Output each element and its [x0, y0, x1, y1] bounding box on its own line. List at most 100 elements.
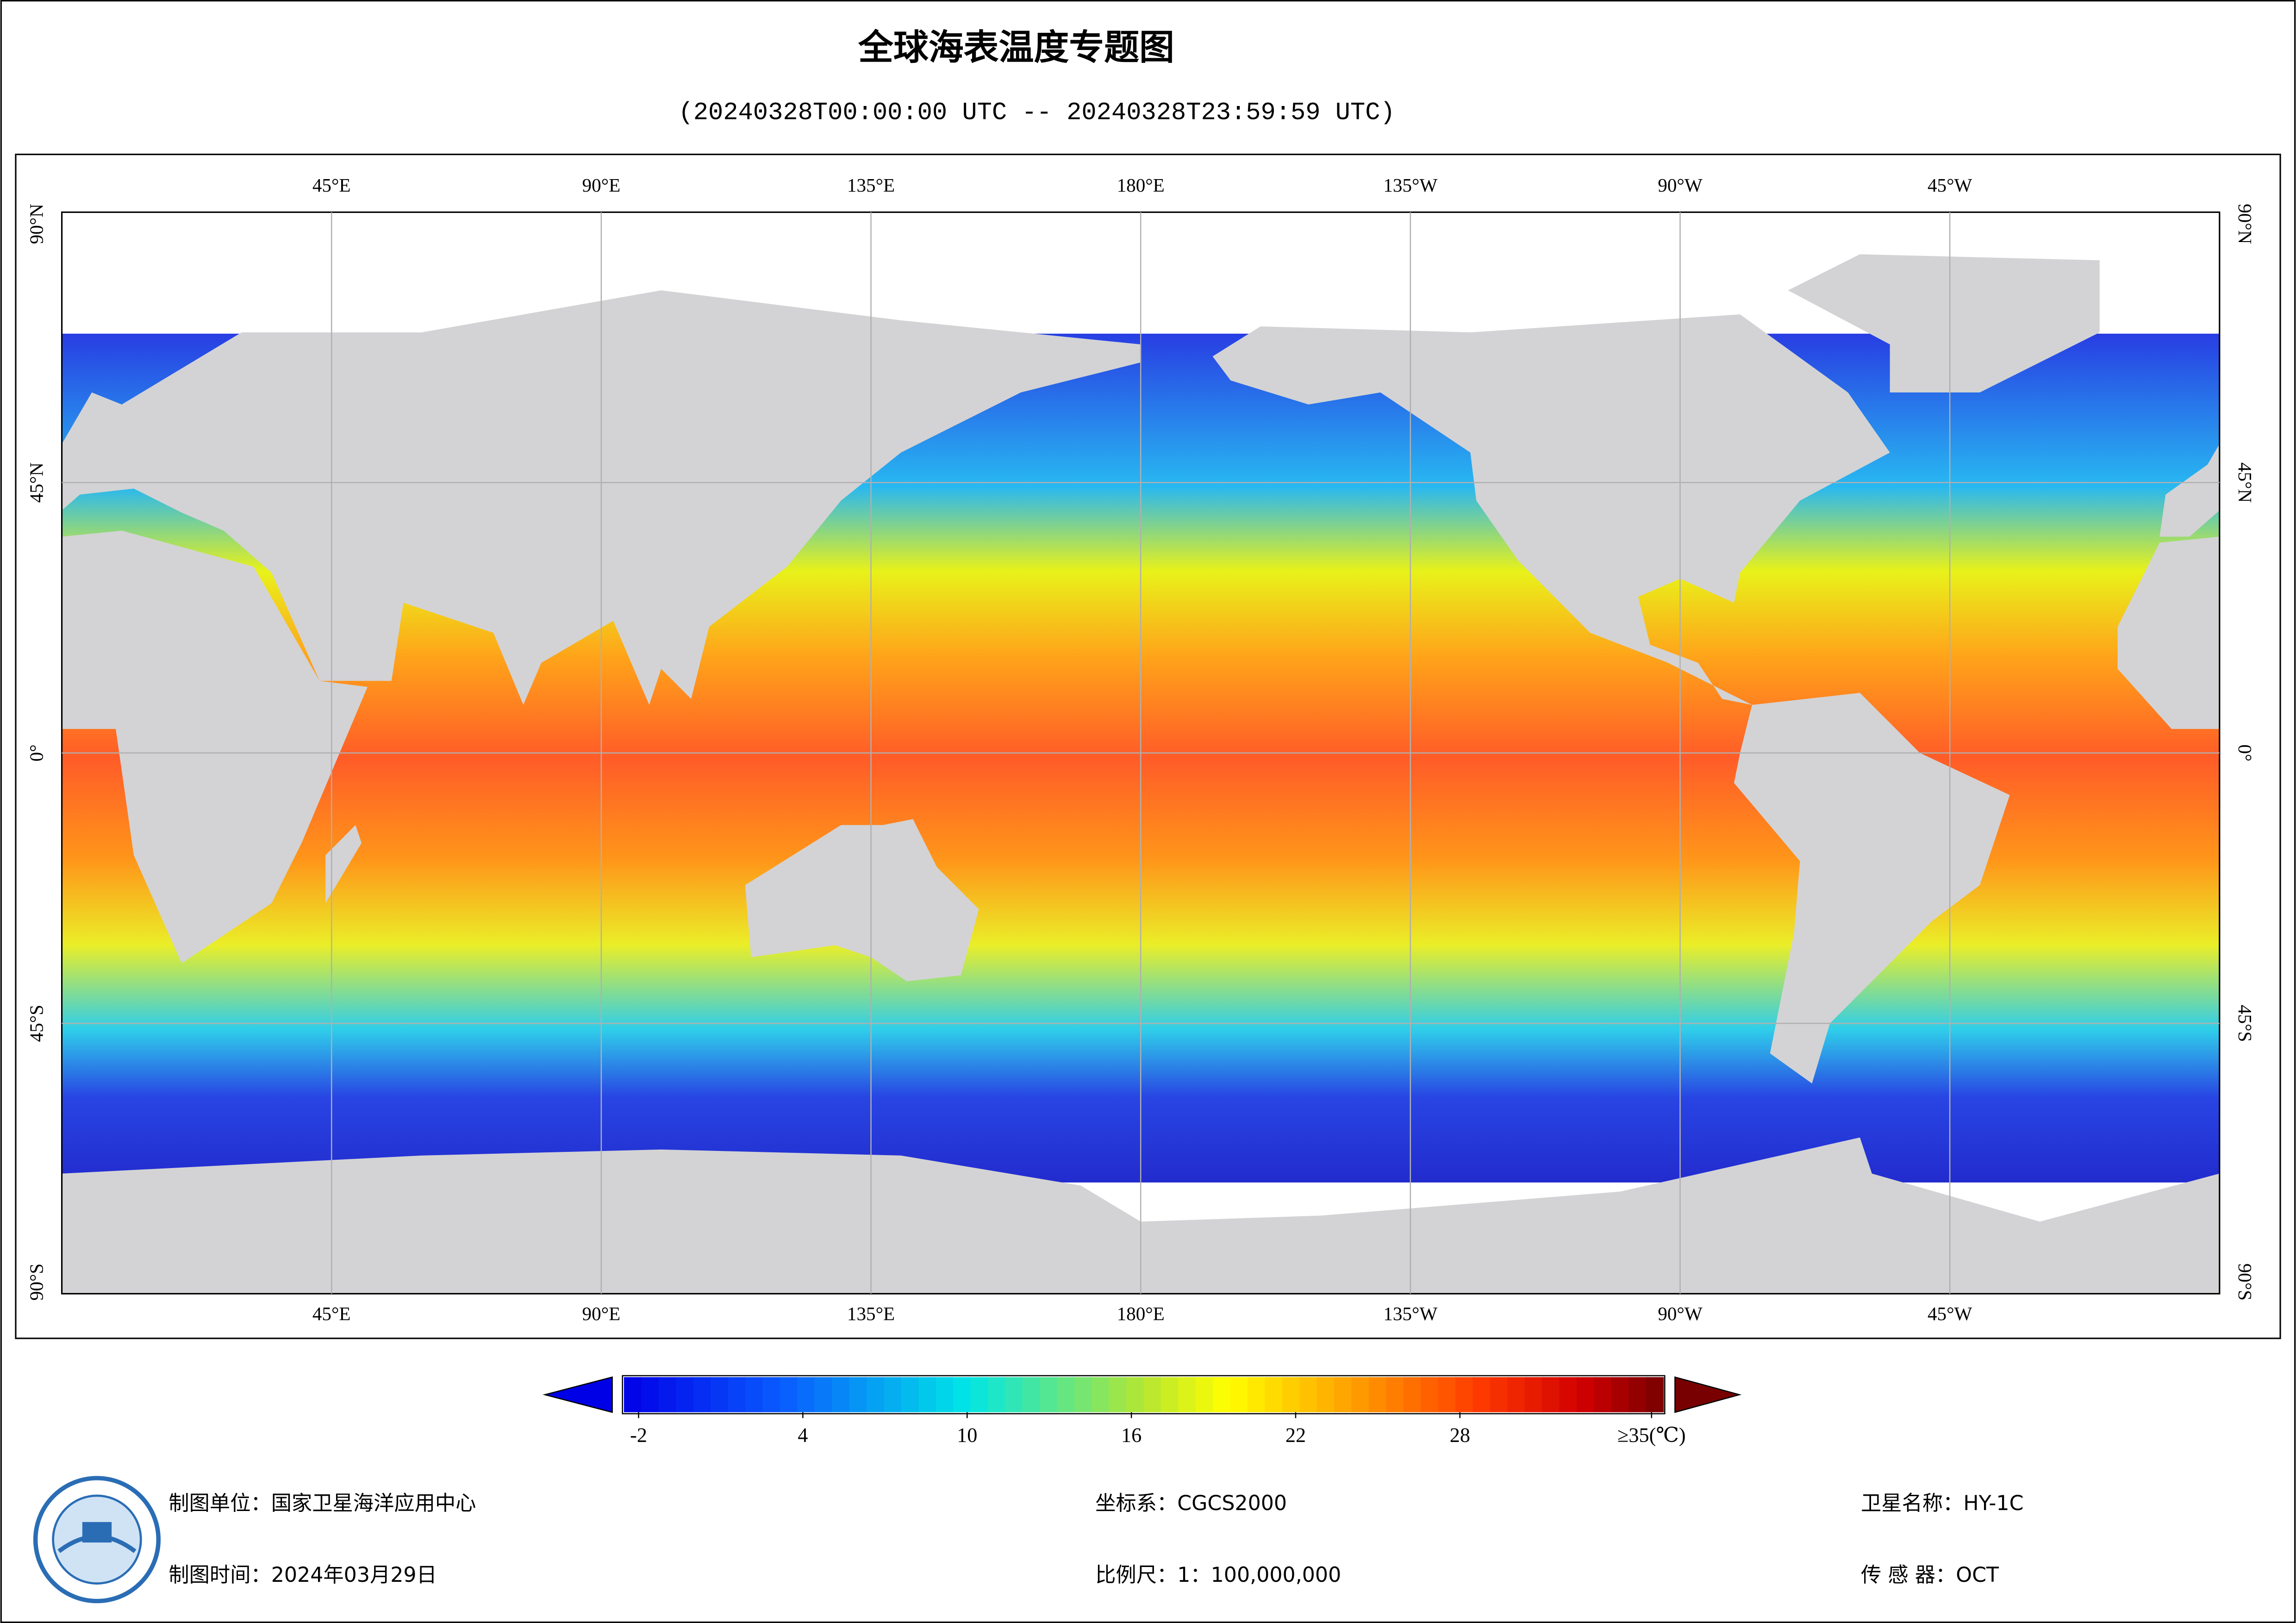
colorbar-cell [1213, 1377, 1231, 1412]
colorbar-cell [1559, 1377, 1578, 1412]
colorbar-cell [1092, 1377, 1110, 1412]
colorbar-cell [1039, 1377, 1058, 1412]
colorbar-cell [849, 1377, 867, 1412]
lon-label: 90°E [582, 174, 621, 196]
footer-text: 制图时间：2024年03月29日 [168, 1563, 437, 1587]
colorbar-cell [1248, 1377, 1266, 1412]
colorbar-cell [1022, 1377, 1041, 1412]
colorbar-cell [1195, 1377, 1214, 1412]
title: 全球海表温度专题图 [858, 27, 1174, 68]
colorbar-label: 22 [1285, 1424, 1306, 1447]
colorbar-cell [1490, 1377, 1508, 1412]
colorbar-cell [1160, 1377, 1179, 1412]
colorbar-cell [936, 1377, 954, 1412]
colorbar-cell [1109, 1377, 1127, 1412]
lat-label: 0° [25, 745, 47, 762]
colorbar: -2 4 10 16 22 28 ≥35(℃) [543, 1375, 1742, 1447]
colorbar-label: 10 [957, 1424, 977, 1447]
lon-label: 45°E [312, 174, 351, 196]
colorbar-cell [693, 1377, 711, 1412]
colorbar-cell [1316, 1377, 1335, 1412]
footer-text: 比例尺：1：100,000,000 [1095, 1563, 1341, 1587]
colorbar-cell [1126, 1377, 1144, 1412]
lat-label: 90°N [25, 204, 47, 244]
colorbar-label: 4 [798, 1424, 808, 1447]
subtitle: (20240328T00:00:00 UTC -- 20240328T23:59… [679, 99, 1395, 127]
lon-label: 90°W [1658, 1303, 1703, 1324]
colorbar-cell [710, 1377, 729, 1412]
footer-text: 坐标系：CGCS2000 [1095, 1492, 1287, 1515]
colorbar-cell [728, 1377, 746, 1412]
lon-label: 180°E [1117, 174, 1165, 196]
colorbar-cell [624, 1377, 642, 1412]
colorbar-cell [745, 1377, 763, 1412]
lon-label: 90°W [1658, 174, 1703, 196]
land-mass [1788, 254, 2100, 393]
colorbar-extend-high [1674, 1376, 1742, 1413]
colorbar-cell [918, 1377, 936, 1412]
colorbar-cell [884, 1377, 902, 1412]
colorbar-cell [1178, 1377, 1197, 1412]
lon-label: 45°W [1928, 174, 1972, 196]
colorbar-cell [641, 1377, 659, 1412]
colorbar-cell [1542, 1377, 1560, 1412]
map-frame [15, 154, 2281, 1339]
colorbar-cell [1455, 1377, 1473, 1412]
colorbar-cell [676, 1377, 694, 1412]
lon-label: 135°E [847, 1303, 895, 1324]
colorbar-cell [1368, 1377, 1387, 1412]
colorbar-label: ≥35(℃) [1617, 1424, 1686, 1447]
colorbar-cell [1057, 1377, 1075, 1412]
colorbar-cell [658, 1377, 677, 1412]
land-mass [1212, 314, 1890, 705]
graticule: 45°E 45°E 90°E 90°E 135°E 135°E 180°E 180°E 135°… [25, 174, 2256, 1324]
colorbar-cell [797, 1377, 815, 1412]
land-mass [2159, 444, 2220, 537]
colorbar-cell [1230, 1377, 1248, 1412]
colorbar-cell [866, 1377, 885, 1412]
lon-label: 45°W [1928, 1303, 1972, 1324]
colorbar-cell [1524, 1377, 1543, 1412]
colorbar-cell [1143, 1377, 1162, 1412]
land-mass [1734, 693, 2010, 1084]
lat-label: 45°N [2234, 462, 2256, 503]
land-mass [325, 825, 362, 903]
colorbar-cell [953, 1377, 971, 1412]
colorbar-cell [970, 1377, 988, 1412]
colorbar-cell [1282, 1377, 1300, 1412]
lat-label: 45°S [2234, 1005, 2256, 1042]
colorbar-cell [1438, 1377, 1456, 1412]
lat-label: 0° [2234, 745, 2256, 762]
colorbar-label: 28 [1450, 1424, 1470, 1447]
footer-text: 传 感 器：OCT [1861, 1563, 1999, 1587]
colorbar-cell [1334, 1377, 1352, 1412]
lat-label: 90°S [25, 1263, 47, 1300]
colorbar-cell [1594, 1377, 1612, 1412]
lon-label: 135°W [1383, 1303, 1437, 1324]
lon-label: 180°E [1117, 1303, 1165, 1324]
lat-label: 90°N [2234, 204, 2256, 244]
colorbar-cell [1351, 1377, 1370, 1412]
colorbar-cell [1507, 1377, 1526, 1412]
colorbar-cell [1646, 1377, 1664, 1412]
colorbar-cell [1403, 1377, 1422, 1412]
colorbar-extend-low [543, 1376, 613, 1413]
colorbar-cell [1074, 1377, 1092, 1412]
colorbar-cell [1472, 1377, 1491, 1412]
colorbar-cell [780, 1377, 798, 1412]
colorbar-cell [814, 1377, 833, 1412]
land-mass [62, 530, 368, 964]
lon-label: 45°E [312, 1303, 351, 1324]
colorbar-cell [1005, 1377, 1023, 1412]
colorbar-label: -2 [630, 1424, 647, 1447]
colorbar-cell [1421, 1377, 1439, 1412]
colorbar-cell [1628, 1377, 1647, 1412]
footer-text: 制图单位：国家卫星海洋应用中心 [168, 1492, 476, 1515]
colorbar-cell [831, 1377, 850, 1412]
lon-label: 90°E [582, 1303, 621, 1324]
land-mass [2117, 536, 2220, 729]
lon-label: 135°E [847, 174, 895, 196]
colorbar-cell [762, 1377, 780, 1412]
colorbar-cell [1577, 1377, 1595, 1412]
